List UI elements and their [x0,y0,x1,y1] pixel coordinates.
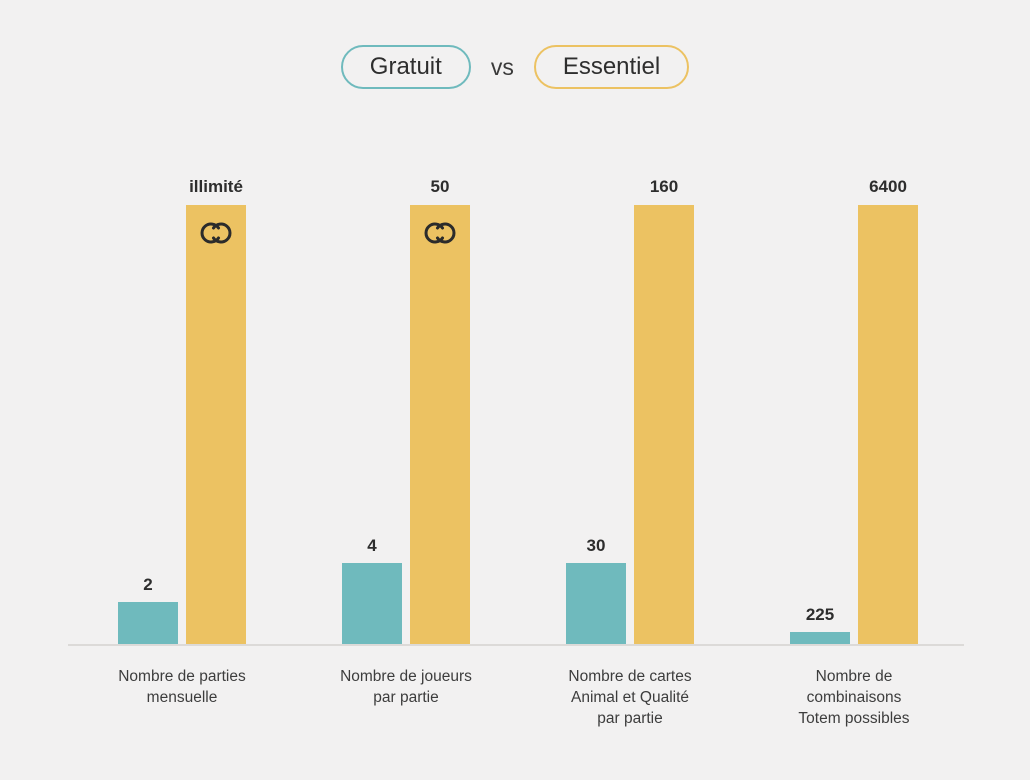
bar-gratuit-2 [566,563,626,644]
value-label-gratuit-2: 30 [586,536,606,555]
category-label-line: par partie [373,689,439,706]
category-label-line: Nombre de joueurs [340,668,472,685]
category-label-line: Animal et Qualité [570,689,690,706]
category-label-0: Nombre de parties mensuelle [62,666,302,708]
infinity-icon [421,222,459,244]
infinity-icon [197,222,235,244]
bar-essentiel-3 [858,205,918,644]
category-label-line: Nombre de parties [118,668,246,685]
bar-essentiel-1 [410,205,470,644]
bar-essentiel-2 [634,205,694,644]
value-label-essentiel-3: 6400 [869,177,907,196]
category-label-line: mensuelle [146,689,218,706]
category-label-line: Nombre de cartes [568,668,692,685]
bar-gratuit-0 [118,602,178,644]
category-label-2: Nombre de cartes Animal et Qualité par par… [510,666,750,729]
value-label-essentiel-0: illimité [189,177,243,196]
bar-essentiel-0 [186,205,246,644]
value-label-gratuit-1: 4 [367,536,377,555]
category-label-line: par partie [597,710,663,727]
category-label-1: Nombre de joueurs par partie [286,666,526,708]
value-label-gratuit-3: 225 [805,605,835,624]
vs-label: vs [490,53,514,80]
x-axis-line [68,644,964,646]
bar-gratuit-1 [342,563,402,644]
premium-plan-pill[interactable]: Essentiel [533,45,690,89]
free-plan-pill[interactable]: Gratuit [340,45,471,89]
value-label-essentiel-1: 50 [430,177,450,196]
bar-gratuit-3 [790,632,850,644]
category-label-line: Totem possibles [798,710,910,727]
category-label-line: Nombre de [815,668,893,685]
value-label-essentiel-2: 160 [649,177,679,196]
value-label-gratuit-0: 2 [143,575,153,594]
category-label-line: combinaisons [806,689,902,706]
category-label-3: Nombre de combinaisons Totem possibles [734,666,974,729]
plan-toggle-header: Gratuit vs Essentiel [0,45,1030,89]
